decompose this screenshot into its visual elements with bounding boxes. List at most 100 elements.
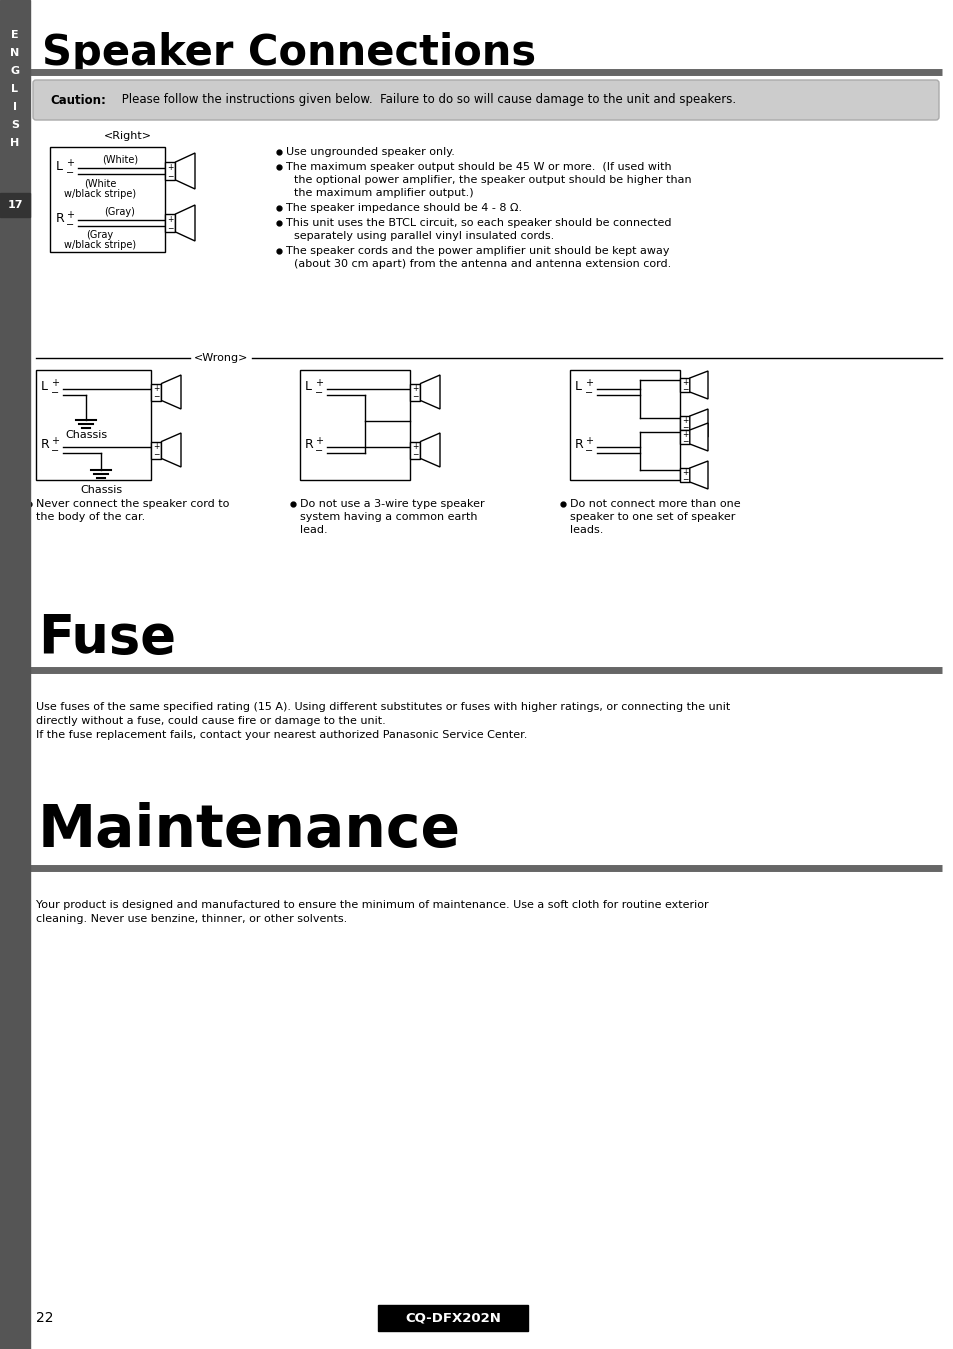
FancyBboxPatch shape <box>33 80 938 120</box>
Bar <box>679 378 689 393</box>
Text: separately using parallel vinyl insulated cords.: separately using parallel vinyl insulate… <box>294 231 554 241</box>
Text: −: − <box>314 389 323 398</box>
Polygon shape <box>420 433 439 467</box>
Text: R: R <box>41 438 50 452</box>
Bar <box>0 193 30 217</box>
Polygon shape <box>689 409 707 437</box>
Text: −: − <box>681 475 687 484</box>
Text: −: − <box>66 169 74 178</box>
Bar <box>165 214 175 232</box>
Text: N: N <box>10 49 20 58</box>
Text: −: − <box>681 384 687 394</box>
Text: the body of the car.: the body of the car. <box>36 513 145 522</box>
Text: Please follow the instructions given below.  Failure to do so will cause damage : Please follow the instructions given bel… <box>118 93 736 107</box>
Text: R: R <box>56 213 65 225</box>
Text: +: + <box>66 158 74 169</box>
Text: G: G <box>10 66 20 76</box>
Text: +: + <box>314 436 323 447</box>
Text: Use ungrounded speaker only.: Use ungrounded speaker only. <box>286 147 455 156</box>
Text: Do not connect more than one: Do not connect more than one <box>569 499 740 509</box>
Polygon shape <box>689 424 707 451</box>
Text: −: − <box>66 220 74 229</box>
Bar <box>569 370 679 480</box>
Text: +: + <box>152 442 159 451</box>
Bar <box>50 147 165 252</box>
Text: −: − <box>681 422 687 432</box>
Text: −: − <box>51 389 59 398</box>
Bar <box>165 162 175 179</box>
Text: +: + <box>412 384 418 393</box>
Text: system having a common earth: system having a common earth <box>299 513 477 522</box>
Text: +: + <box>412 442 418 451</box>
Polygon shape <box>689 461 707 488</box>
Text: Maintenance: Maintenance <box>38 801 460 858</box>
Text: +: + <box>681 378 687 387</box>
Bar <box>410 441 420 459</box>
Text: L: L <box>56 161 63 174</box>
Polygon shape <box>175 152 194 189</box>
Text: L: L <box>305 380 312 394</box>
Text: the maximum amplifier output.): the maximum amplifier output.) <box>294 189 473 198</box>
Text: Do not use a 3-wire type speaker: Do not use a 3-wire type speaker <box>299 499 484 509</box>
Text: +: + <box>51 378 59 389</box>
Text: lead.: lead. <box>299 525 327 536</box>
Text: Chassis: Chassis <box>65 430 107 440</box>
Text: −: − <box>167 224 173 233</box>
Text: (Gray): (Gray) <box>105 206 135 217</box>
Text: 17: 17 <box>8 200 23 210</box>
Text: the optional power amplifier, the speaker output should be higher than: the optional power amplifier, the speake… <box>294 175 691 185</box>
Text: E: E <box>11 30 19 40</box>
Polygon shape <box>161 375 181 409</box>
Text: +: + <box>681 430 687 438</box>
Text: Speaker Connections: Speaker Connections <box>42 32 536 74</box>
Text: −: − <box>584 447 593 456</box>
Text: (about 30 cm apart) from the antenna and antenna extension cord.: (about 30 cm apart) from the antenna and… <box>294 259 671 268</box>
Text: Chassis: Chassis <box>80 486 122 495</box>
Polygon shape <box>689 371 707 399</box>
Text: leads.: leads. <box>569 525 602 536</box>
Text: I: I <box>13 103 17 112</box>
Text: Caution:: Caution: <box>50 93 106 107</box>
Polygon shape <box>161 433 181 467</box>
Bar <box>299 370 410 480</box>
Text: +: + <box>51 436 59 447</box>
Bar <box>679 468 689 482</box>
Bar <box>679 415 689 430</box>
Text: This unit uses the BTCL circuit, so each speaker should be connected: This unit uses the BTCL circuit, so each… <box>286 217 671 228</box>
Text: −: − <box>412 451 418 460</box>
Text: −: − <box>681 437 687 445</box>
Text: w/black stripe): w/black stripe) <box>64 240 136 250</box>
Bar <box>410 383 420 401</box>
Text: −: − <box>584 389 593 398</box>
Text: S: S <box>11 120 19 130</box>
Text: L: L <box>11 84 18 94</box>
Text: L: L <box>41 380 48 394</box>
Text: speaker to one set of speaker: speaker to one set of speaker <box>569 513 735 522</box>
Text: +: + <box>681 415 687 425</box>
Text: Never connect the speaker cord to: Never connect the speaker cord to <box>36 499 229 509</box>
Text: Your product is designed and manufactured to ensure the minimum of maintenance. : Your product is designed and manufacture… <box>36 900 708 911</box>
Polygon shape <box>420 375 439 409</box>
Text: If the fuse replacement fails, contact your nearest authorized Panasonic Service: If the fuse replacement fails, contact y… <box>36 730 527 741</box>
Text: (White: (White <box>84 179 116 189</box>
Bar <box>36 370 151 480</box>
Polygon shape <box>175 205 194 241</box>
Bar <box>377 1304 527 1331</box>
Text: +: + <box>584 378 593 389</box>
Text: directly without a fuse, could cause fire or damage to the unit.: directly without a fuse, could cause fir… <box>36 716 385 726</box>
Bar <box>0 0 30 1349</box>
Text: CQ-DFX202N: CQ-DFX202N <box>405 1311 500 1325</box>
Text: The speaker impedance should be 4 - 8 Ω.: The speaker impedance should be 4 - 8 Ω. <box>286 202 521 213</box>
Text: −: − <box>51 447 59 456</box>
Text: L: L <box>575 380 581 394</box>
Text: The maximum speaker output should be 45 W or more.  (If used with: The maximum speaker output should be 45 … <box>286 162 671 171</box>
Bar <box>679 430 689 444</box>
Text: H: H <box>10 138 20 148</box>
Text: +: + <box>681 468 687 476</box>
Text: −: − <box>167 171 173 181</box>
Text: −: − <box>152 393 159 402</box>
Text: w/black stripe): w/black stripe) <box>64 189 136 200</box>
Text: Fuse: Fuse <box>38 612 175 664</box>
Text: 22: 22 <box>36 1311 53 1325</box>
Text: +: + <box>584 436 593 447</box>
